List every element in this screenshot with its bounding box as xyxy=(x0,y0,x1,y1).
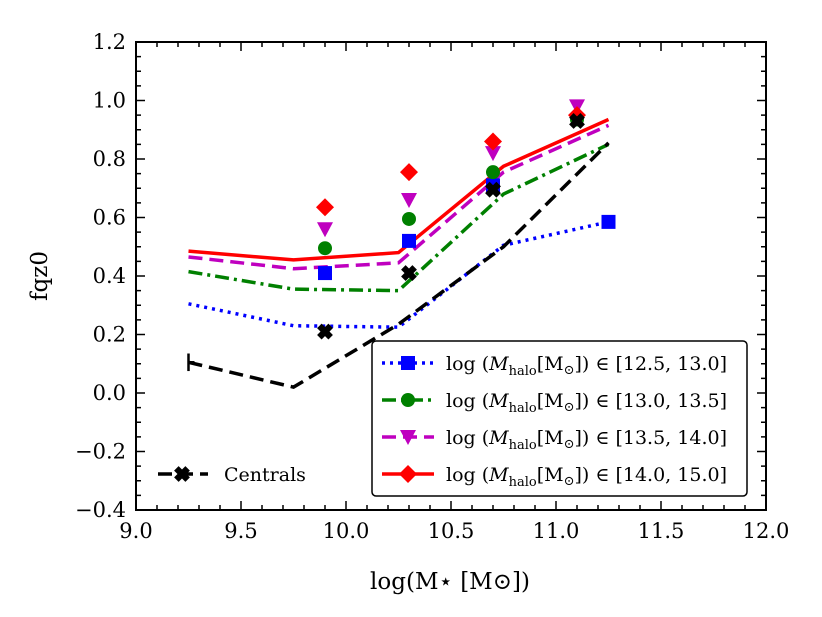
y-tick-label: −0.2 xyxy=(75,440,126,464)
legend-entry-1-label-part: ]) ∈ [12.5, 13.0] xyxy=(575,353,727,375)
series-1-point xyxy=(402,233,416,248)
legend-entry-1-label-part: halo xyxy=(509,364,537,379)
series-5-line xyxy=(188,141,610,390)
legend-entry-1-label: log (Mhalo[M⊙]) ∈ [12.5, 13.0] xyxy=(446,353,727,379)
legend-entry-1-label-part: M xyxy=(488,353,509,375)
y-tick-label: 1.2 xyxy=(93,30,126,54)
legend-entry-3-label-part: ⊙ xyxy=(564,437,575,452)
legend-entry-4-label-part: M xyxy=(488,464,509,486)
legend-entry-4-marker xyxy=(399,465,417,483)
series-5-point xyxy=(401,265,417,281)
series-5-point xyxy=(317,323,333,340)
legend-entry-2-marker xyxy=(401,393,415,407)
y-tick-label: 0.2 xyxy=(93,323,126,347)
legend-entry-3-label-part: M xyxy=(488,427,509,449)
legend-entry-2-label-part: ( xyxy=(476,390,489,412)
legend-centrals: Centrals xyxy=(158,464,306,486)
x-axis-label: log(M⋆ [M⊙]) xyxy=(370,569,530,595)
legend-box xyxy=(371,340,748,497)
x-tick-label: 11.0 xyxy=(533,519,580,543)
y-tick-label: −0.4 xyxy=(75,498,126,522)
legend-entry-3-label: log (Mhalo[M⊙]) ∈ [13.5, 14.0] xyxy=(446,427,727,453)
tick-labels: 9.0 9.5 10.0 10.5 11.0 11.5 12.0 −0.4 −0.2 0.0 0.2… xyxy=(75,30,789,543)
x-tick-label: 9.5 xyxy=(224,519,257,543)
series-5-point xyxy=(485,181,501,198)
series-4-line xyxy=(188,117,610,262)
series-4-point xyxy=(400,163,418,182)
series-5-point-bar-b xyxy=(485,181,501,198)
series-1-point xyxy=(318,266,332,281)
legend-entry-1-marker xyxy=(401,356,415,370)
series-5-point-bar-b xyxy=(401,265,417,281)
legend-entry-1-label-part: ( xyxy=(476,353,489,375)
x-tick-label: 11.5 xyxy=(638,519,685,543)
legend-entry-3-label-part: ( xyxy=(476,427,489,449)
legend-entry-3-label-part: [M xyxy=(537,427,564,449)
series-5-point xyxy=(569,113,585,129)
legend-halo: log (Mhalo[M⊙]) ∈ [12.5, 13.0]log (Mhalo… xyxy=(371,340,748,497)
legend-entry-2-label-part: log xyxy=(446,390,476,412)
y-tick-label: 0.8 xyxy=(93,147,126,171)
series-1-point xyxy=(601,214,616,229)
legend-entry-3-marker xyxy=(400,430,416,445)
legend-centrals-label: Centrals xyxy=(224,464,306,486)
series-3-line xyxy=(188,123,610,271)
legend-entry-2-label-part: halo xyxy=(509,401,537,416)
series-2-point xyxy=(402,211,416,226)
y-tick-label: 0.6 xyxy=(93,206,126,230)
legend-entry-2-label: log (Mhalo[M⊙]) ∈ [13.0, 13.5] xyxy=(446,390,727,416)
legend-entry-4-label-part: halo xyxy=(509,475,537,490)
series-2-point xyxy=(318,241,332,256)
series-3-point xyxy=(401,192,417,208)
legend-entry-2-label-part: M xyxy=(488,390,509,412)
legend-entry-1-label-part: ⊙ xyxy=(564,363,575,378)
legend-entry-3-label-part: halo xyxy=(509,438,537,453)
y-axis-label: fqz0 xyxy=(27,251,53,301)
series-3-point xyxy=(317,222,333,238)
legend-entry-2-label-part: ⊙ xyxy=(564,400,575,415)
legend-entry-4-label-part: ]) ∈ [14.0, 15.0] xyxy=(575,464,727,486)
y-tick-label: 0.0 xyxy=(93,381,126,405)
x-tick-label: 9.0 xyxy=(119,519,152,543)
y-tick-label: 0.4 xyxy=(93,264,126,288)
plot-area xyxy=(187,99,616,390)
legend-entry-4-label-part: log xyxy=(446,464,476,486)
legend-centrals-marker xyxy=(174,466,190,482)
legend-entry-2-label-part: [M xyxy=(537,390,564,412)
series-4-point xyxy=(316,198,334,217)
axis-ticks xyxy=(135,41,767,511)
legend-entry-4-label-part: ⊙ xyxy=(564,474,575,489)
x-tick-label: 10.5 xyxy=(428,519,475,543)
legend-entry-2-label-part: ]) ∈ [13.0, 13.5] xyxy=(575,390,727,412)
legend-entry-1-label-part: [M xyxy=(537,353,564,375)
legend-entry-1-label-part: log xyxy=(446,353,476,375)
series-2-point xyxy=(486,165,500,180)
series-4-point xyxy=(484,132,502,151)
series-5-point-bar-b xyxy=(569,113,585,129)
legend-entry-4-label-part: [M xyxy=(537,464,564,486)
x-tick-label: 12.0 xyxy=(743,519,790,543)
legend-centrals-marker-bar-b xyxy=(174,466,190,482)
series-5-point-bar-b xyxy=(317,323,333,340)
series-3-point xyxy=(485,146,501,162)
legend-entry-3-label-part: ]) ∈ [13.5, 14.0] xyxy=(575,427,727,449)
legend-entry-4-label-part: ( xyxy=(476,464,489,486)
x-tick-label: 10.0 xyxy=(323,519,370,543)
y-tick-label: 1.0 xyxy=(93,89,126,113)
legend-entry-4-label: log (Mhalo[M⊙]) ∈ [14.0, 15.0] xyxy=(446,464,727,490)
legend-entry-3-label-part: log xyxy=(446,427,476,449)
